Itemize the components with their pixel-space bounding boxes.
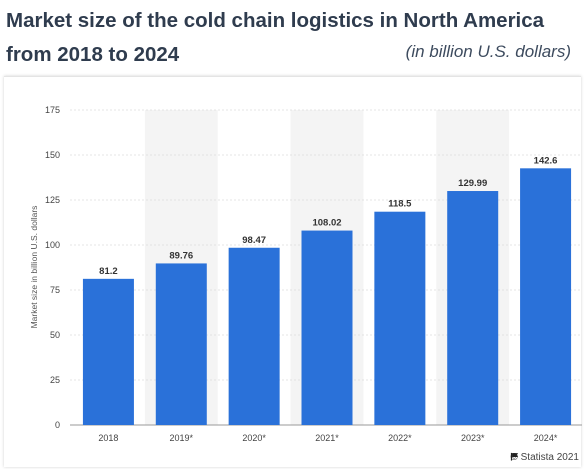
chart-title: Market size of the cold chain logistics … (6, 9, 545, 66)
bar[interactable] (374, 211, 426, 425)
x-tick-label: 2019* (170, 433, 194, 443)
data-label: 118.5 (388, 199, 412, 210)
x-tick-label: 2021* (315, 433, 339, 443)
x-tick-label: 2020* (242, 433, 266, 443)
source-credit[interactable]: © Statista 2021 (510, 452, 579, 463)
y-tick-label: 50 (50, 330, 60, 340)
credit-text: © Statista 2021 (510, 452, 579, 463)
x-axis-ticks: 2018 2019* 2020* 2021* 2022* 2023* 2024* (98, 433, 557, 443)
data-label: 98.47 (242, 235, 266, 246)
x-tick-label: 2018 (98, 433, 118, 443)
bars (82, 168, 572, 425)
chart-subtitle: (in billion U.S. dollars) (405, 42, 571, 61)
data-labels: 81.2 89.76 98.47 108.02 118.5 129.99 142.6 (99, 155, 557, 277)
bar[interactable] (301, 230, 353, 425)
y-tick-label: 75 (50, 285, 60, 295)
x-tick-label: 2023* (461, 433, 485, 443)
bar[interactable] (82, 278, 134, 425)
y-axis-label: Market size in billion U.S. dollars (29, 206, 39, 329)
bar[interactable] (447, 191, 499, 425)
data-label: 129.99 (458, 178, 487, 189)
y-axis-ticks: 0 25 50 75 100 125 150 175 (45, 105, 60, 430)
bar[interactable] (155, 263, 207, 425)
y-tick-label: 0 (55, 420, 60, 430)
flag-icon (511, 452, 519, 461)
y-tick-label: 125 (45, 195, 60, 205)
y-tick-label: 150 (45, 150, 60, 160)
y-tick-label: 100 (45, 240, 60, 250)
x-tick-label: 2022* (388, 433, 412, 443)
y-tick-label: 175 (45, 105, 60, 115)
y-tick-label: 25 (50, 375, 60, 385)
bar[interactable] (520, 168, 572, 425)
data-label: 89.76 (169, 250, 193, 261)
x-tick-label: 2024* (534, 433, 558, 443)
data-label: 81.2 (99, 266, 118, 277)
data-label: 142.6 (534, 155, 558, 166)
bar[interactable] (228, 247, 280, 425)
data-label: 108.02 (312, 218, 341, 229)
